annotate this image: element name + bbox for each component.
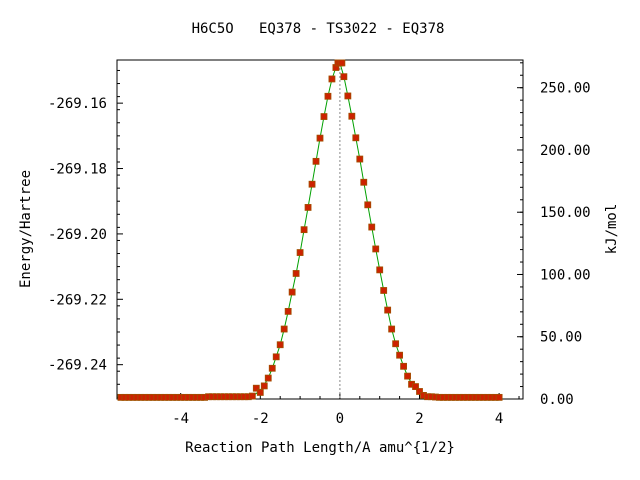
- data-point: [380, 287, 388, 294]
- data-point: [308, 180, 316, 188]
- data-point: [344, 92, 352, 100]
- data-point: [416, 388, 423, 395]
- data-point: [304, 204, 312, 211]
- data-point: [248, 392, 256, 400]
- y2-tick-label: 100.00: [540, 267, 591, 283]
- series-layer: [117, 59, 503, 401]
- data-point: [364, 201, 372, 209]
- y-tick-label: -269.18: [48, 162, 107, 178]
- data-point: [284, 307, 292, 315]
- data-point: [384, 306, 392, 314]
- data-point: [276, 341, 284, 349]
- plot-area-frame: [116, 59, 524, 400]
- x-tick-label: -2: [252, 411, 269, 427]
- x-axis-label: Reaction Path Length/A amu^{1/2}: [185, 440, 455, 456]
- data-point: [404, 372, 411, 380]
- data-point: [340, 73, 348, 81]
- left-y-axis: -269.16 -269.18 -269.20 -269.22 -269.24: [48, 69, 123, 398]
- x-tick-label: 0: [336, 411, 344, 427]
- y-axis-label: Energy/Hartree: [18, 170, 34, 288]
- data-point: [312, 157, 320, 165]
- data-point: [495, 393, 503, 401]
- data-point: [280, 325, 288, 333]
- y2-tick-label: 200.00: [540, 143, 591, 159]
- y2-tick-label: 250.00: [540, 81, 591, 97]
- data-point: [356, 155, 364, 163]
- data-point: [338, 59, 346, 67]
- y2-tick-label: 0.00: [540, 392, 574, 408]
- data-point: [288, 288, 296, 296]
- data-point: [368, 223, 376, 231]
- y-tick-label: -269.20: [48, 227, 107, 243]
- data-point: [320, 113, 328, 120]
- y-tick-label: -269.16: [48, 96, 107, 112]
- energy-profile-line: [120, 61, 500, 398]
- data-point: [260, 382, 268, 390]
- x-tick-label: 2: [415, 411, 423, 427]
- y-tick-label: -269.24: [48, 358, 107, 374]
- data-point: [352, 134, 360, 142]
- y2-tick-label: 150.00: [540, 205, 591, 221]
- y2-axis-label: kJ/mol: [604, 204, 620, 255]
- data-point: [372, 245, 380, 253]
- data-point: [296, 249, 304, 256]
- data-point: [316, 134, 324, 142]
- data-point: [392, 340, 400, 348]
- data-point: [412, 383, 419, 390]
- data-point: [268, 364, 276, 372]
- data-point: [300, 226, 308, 234]
- data-point: [252, 384, 260, 392]
- y-tick-label: -269.22: [48, 292, 107, 308]
- x-tick-label: 4: [495, 411, 503, 427]
- data-point: [360, 178, 368, 186]
- data-point: [328, 75, 336, 83]
- x-tick-label: -4: [172, 411, 189, 427]
- data-point: [376, 266, 384, 274]
- data-point: [348, 112, 356, 120]
- data-point: [272, 353, 280, 361]
- right-y-axis: 250.00 200.00 150.00 100.00 50.00 0.00: [517, 62, 591, 408]
- data-point: [324, 92, 332, 100]
- data-point: [292, 270, 300, 277]
- data-point: [400, 362, 407, 370]
- data-point: [264, 374, 272, 382]
- chart-title: H6C5O EQ378 - TS3022 - EQ378: [192, 21, 445, 37]
- data-point: [388, 325, 396, 333]
- y2-tick-label: 50.00: [540, 330, 582, 346]
- data-point: [256, 389, 264, 396]
- data-point: [396, 351, 404, 359]
